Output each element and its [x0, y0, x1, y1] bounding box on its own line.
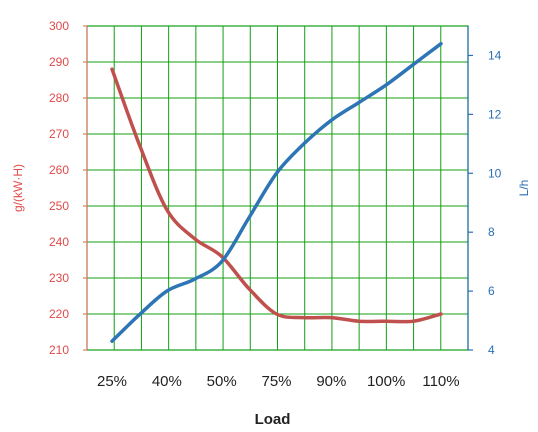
left-y-tick-label: 240	[49, 235, 69, 249]
x-tick-label: 90%	[316, 373, 346, 390]
left-y-tick-label: 260	[49, 163, 69, 177]
left-y-tick-label: 290	[49, 55, 69, 69]
x-tick-label: 75%	[261, 373, 291, 390]
x-tick-label: 100%	[367, 373, 405, 390]
right-y-tick-labels: 4 6 8 10 12 14	[468, 48, 502, 357]
x-tick-label: 110%	[422, 373, 459, 390]
right-y-tick-label: 4	[488, 343, 495, 357]
grid	[87, 26, 468, 350]
x-axis-label: Load	[255, 411, 291, 428]
series-line-right-axis	[110, 41, 443, 343]
series-group	[110, 41, 443, 343]
x-tick-labels: 25% 40% 50% 75% 90% 100% 110%	[97, 373, 460, 390]
right-y-tick-label: 10	[488, 166, 502, 180]
right-y-axis-label: L/h	[517, 180, 531, 197]
left-y-tick-label: 210	[49, 343, 69, 357]
left-y-tick-label: 270	[49, 127, 69, 141]
left-y-tick-label: 220	[49, 307, 69, 321]
right-y-tick-label: 14	[488, 48, 502, 62]
right-y-tick-label: 6	[488, 284, 495, 298]
x-tick-label: 25%	[97, 373, 127, 390]
left-y-tick-label: 280	[49, 91, 69, 105]
right-y-tick-label: 8	[488, 225, 495, 239]
left-y-axis-label: g/(kW·H)	[11, 164, 25, 212]
series-line-left-axis	[110, 67, 443, 324]
left-y-tick-label: 300	[49, 19, 69, 33]
x-tick-label: 40%	[152, 373, 182, 390]
left-y-tick-label: 250	[49, 199, 69, 213]
left-y-tick-labels: 210 220 230 240 250 260 270 280 290 300	[49, 19, 87, 357]
right-y-tick-label: 12	[488, 107, 502, 121]
x-tick-label: 50%	[207, 373, 237, 390]
left-y-tick-label: 230	[49, 271, 69, 285]
